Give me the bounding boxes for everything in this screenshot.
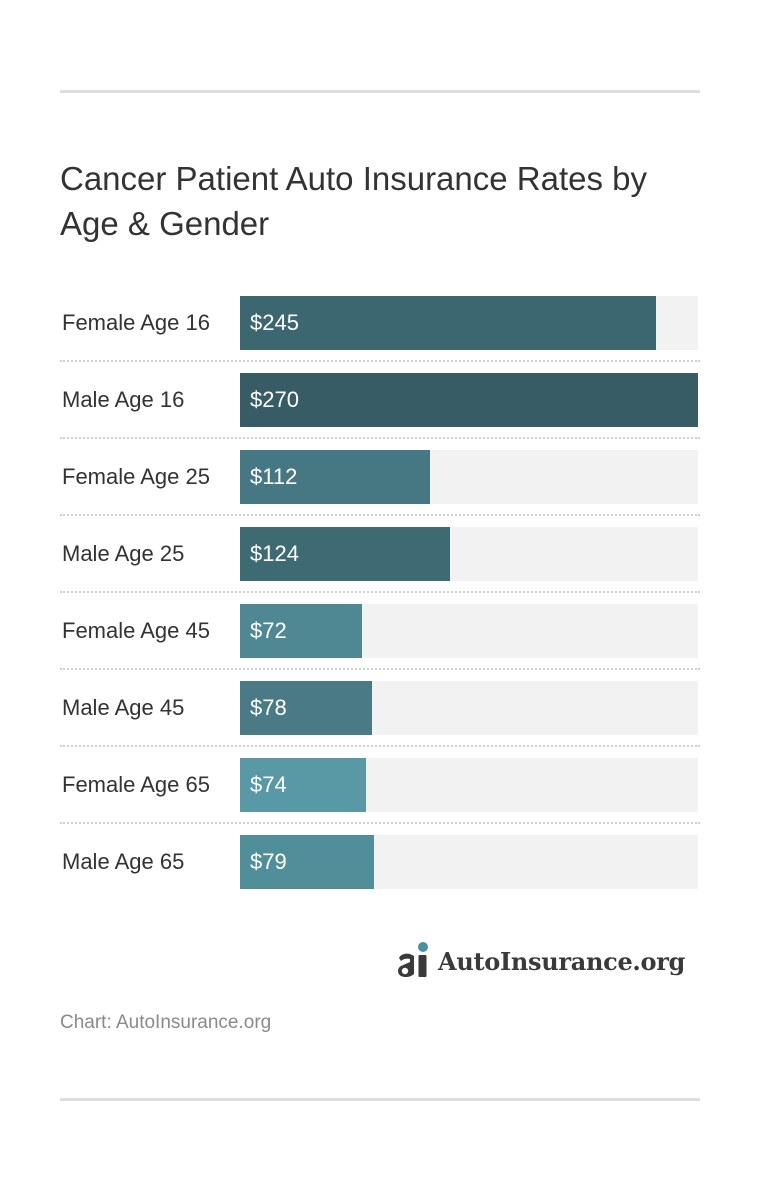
- row-separator: [60, 591, 700, 593]
- value-label: $74: [250, 772, 287, 797]
- value-label: $78: [250, 695, 287, 720]
- category-label: Female Age 65: [62, 772, 210, 797]
- row-separator: [60, 668, 700, 670]
- bar-track: [240, 681, 698, 735]
- row-separator: [60, 437, 700, 439]
- category-label: Male Age 16: [62, 387, 185, 412]
- category-label: Male Age 45: [62, 695, 185, 720]
- value-label: $245: [250, 310, 299, 335]
- row-separator: [60, 745, 700, 747]
- category-label: Male Age 65: [62, 849, 185, 874]
- category-label: Female Age 25: [62, 464, 210, 489]
- category-label: Female Age 45: [62, 618, 210, 643]
- bottom-divider: [60, 1098, 700, 1101]
- bar-track: [240, 758, 698, 812]
- top-divider: [60, 90, 700, 93]
- bar[interactable]: [240, 527, 450, 581]
- bar[interactable]: [240, 296, 656, 350]
- row-separator: [60, 822, 700, 824]
- bar-track: [240, 450, 698, 504]
- bar[interactable]: [240, 835, 374, 889]
- bar-chart: Female Age 16 $245 Male Age 16 $270 Female A…: [60, 296, 700, 889]
- category-label: Male Age 25: [62, 541, 185, 566]
- chart-source: Chart: AutoInsurance.org: [60, 1012, 272, 1033]
- value-label: $112: [250, 464, 298, 489]
- value-label: $79: [250, 849, 287, 874]
- bar-track: [240, 604, 698, 658]
- bar-row: Male Age 65 $79: [60, 835, 700, 889]
- bar-row: Male Age 16 $270: [60, 373, 700, 427]
- brand-logo[interactable]: AutoInsurance.org: [396, 938, 685, 984]
- bar-row: Male Age 45 $78: [60, 681, 700, 735]
- bar[interactable]: [240, 758, 366, 812]
- bar[interactable]: [240, 373, 698, 427]
- row-separator: [60, 514, 700, 516]
- value-label: $270: [250, 387, 299, 412]
- brand-name: AutoInsurance.org: [438, 946, 686, 976]
- value-label: $72: [250, 618, 287, 643]
- bar-row: Female Age 25 $112: [60, 450, 700, 504]
- category-label: Female Age 16: [62, 310, 210, 335]
- bar[interactable]: [240, 450, 430, 504]
- value-label: $124: [250, 541, 299, 566]
- bar-row: Female Age 16 $245: [60, 296, 700, 350]
- autoinsurance-logo-icon: [398, 942, 428, 978]
- bar[interactable]: [240, 681, 372, 735]
- chart-title: Cancer Patient Auto Insurance Rates by A…: [60, 160, 648, 242]
- bar-row: Male Age 25 $124: [60, 527, 700, 581]
- bar-row: Female Age 65 $74: [60, 758, 700, 812]
- bar-track: [240, 835, 698, 889]
- bar-track: [240, 527, 698, 581]
- bar-row: Female Age 45 $72: [60, 604, 700, 658]
- bar[interactable]: [240, 604, 362, 658]
- row-separator: [60, 360, 700, 362]
- bar-track: [240, 296, 698, 350]
- bar-track: [240, 373, 698, 427]
